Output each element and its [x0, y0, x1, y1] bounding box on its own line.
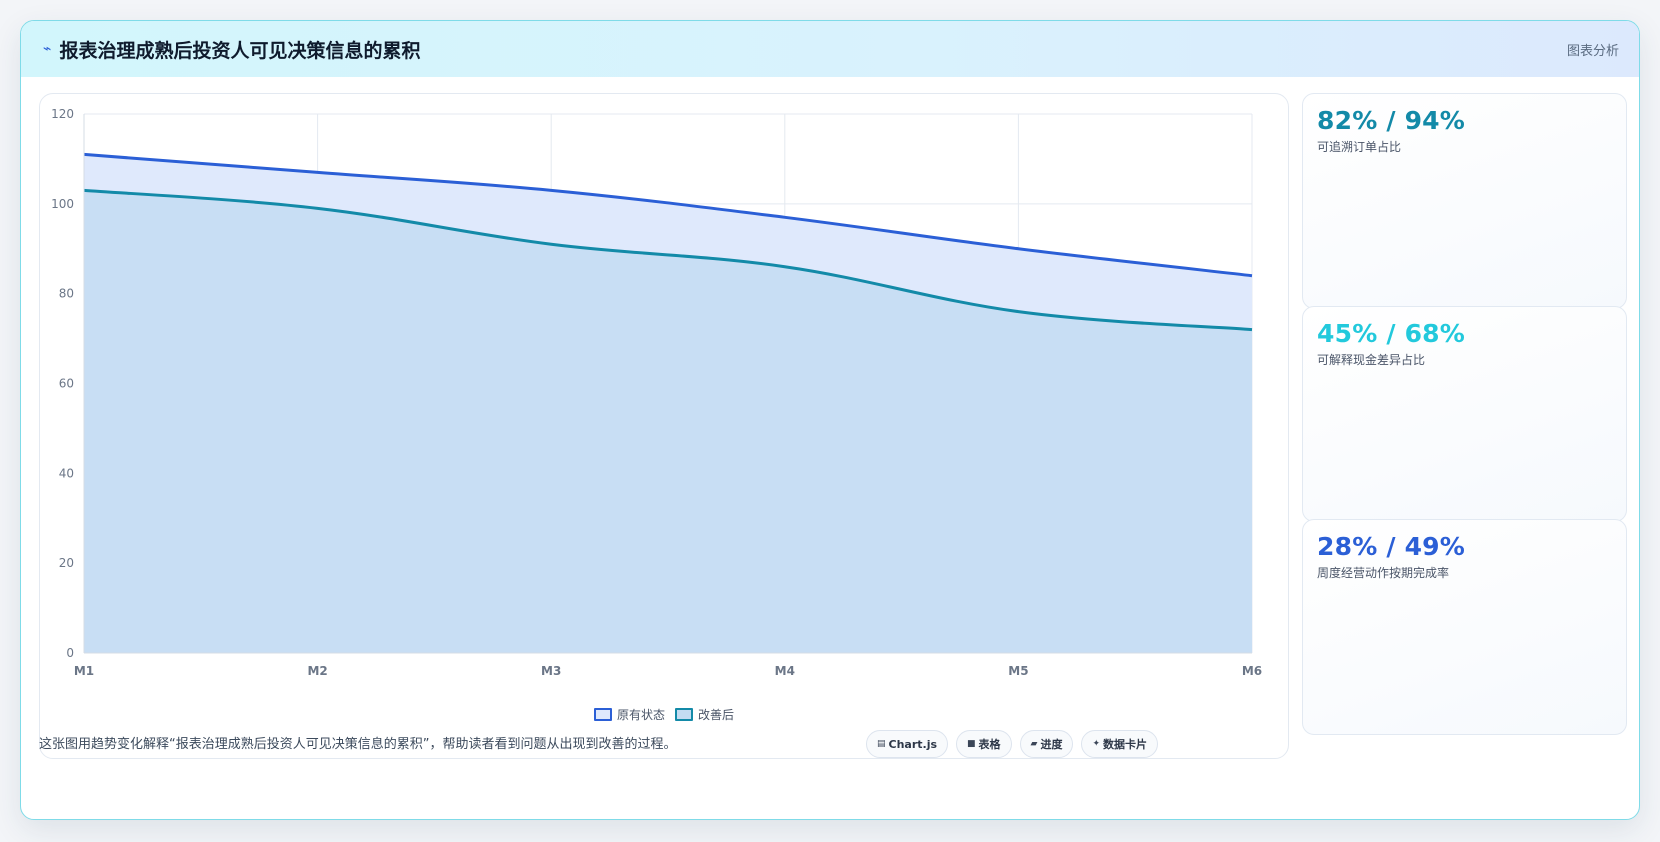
progress-icon: ▰ — [1030, 739, 1038, 749]
x-tick-label: M1 — [74, 664, 94, 678]
y-tick-label: 40 — [59, 466, 74, 480]
y-tick-label: 80 — [59, 287, 74, 301]
legend-swatch-improved — [675, 708, 693, 721]
kpi-value: 45% / 68% — [1317, 319, 1466, 348]
y-tick-label: 0 — [66, 646, 74, 660]
legend-label-original: 原有状态 — [616, 708, 665, 722]
card-header: ⌁ 报表治理成熟后投资人可见决策信息的累积 图表分析 — [21, 21, 1639, 77]
x-tick-label: M5 — [1008, 664, 1028, 678]
chip-chartjs[interactable]: ▤ Chart.js — [866, 730, 949, 758]
kpi-label: 周度经营动作按期完成率 — [1317, 566, 1450, 580]
x-tick-label: M6 — [1242, 664, 1262, 678]
header-tag: 图表分析 — [1566, 43, 1619, 59]
chip-table[interactable]: ■ 表格 — [956, 730, 1012, 758]
legend-label-improved: 改善后 — [698, 708, 735, 722]
kpi-card-weekly-actions: 28% / 49% 周度经营动作按期完成率 — [1302, 519, 1627, 735]
chart-panel: 0 20 40 60 80 100 120 M1 M2 M3 M4 M5 M6 原有状态 改善后 — [39, 93, 1289, 759]
chart-caption: 这张图用趋势变化解释“报表治理成熟后投资人可见决策信息的累积”，帮助读者看到问题… — [39, 737, 677, 752]
y-tick-label: 120 — [51, 107, 74, 121]
kpi-label: 可追溯订单占比 — [1317, 140, 1402, 154]
chip-label: 表格 — [978, 738, 1001, 751]
chip-label: Chart.js — [888, 737, 938, 751]
chip-data-card[interactable]: ✦ 数据卡片 — [1081, 730, 1159, 758]
kpi-card-cash-variance: 45% / 68% 可解释现金差异占比 — [1302, 306, 1627, 522]
series-line-0 — [83, 152, 1253, 278]
chart-icon: ▤ — [877, 739, 886, 749]
legend-item-original[interactable]: 原有状态 — [593, 706, 665, 723]
chart-card: ⌁ 报表治理成熟后投资人可见决策信息的累积 图表分析 0 20 40 60 80 100 1… — [20, 20, 1640, 820]
x-tick-label: M3 — [541, 664, 561, 678]
kpi-value: 28% / 49% — [1317, 532, 1466, 561]
chip-label: 数据卡片 — [1103, 738, 1148, 751]
chip-bar: ▤ Chart.js ■ 表格 ▰ 进度 ✦ 数据卡片 — [866, 730, 1159, 758]
legend-item-improved[interactable]: 改善后 — [675, 706, 734, 723]
table-icon: ■ — [967, 739, 976, 749]
kpi-label: 可解释现金差异占比 — [1317, 353, 1426, 367]
series-line-1 — [83, 188, 1253, 332]
sparkle-icon: ✦ — [1092, 739, 1101, 749]
kpi-value: 82% / 94% — [1317, 106, 1466, 135]
legend-swatch-original — [593, 708, 612, 721]
x-tick-label: M2 — [307, 664, 327, 678]
series-area-1 — [84, 190, 1252, 653]
page-title: 报表治理成熟后投资人可见决策信息的累积 — [59, 39, 421, 62]
y-tick-label: 20 — [59, 556, 74, 570]
y-tick-label: 60 — [59, 377, 74, 391]
x-tick-label: M4 — [775, 664, 795, 678]
kpi-card-traceable-orders: 82% / 94% 可追溯订单占比 — [1302, 93, 1627, 309]
pulse-icon: ⌁ — [43, 41, 52, 57]
chip-label: 进度 — [1040, 738, 1063, 751]
chip-progress[interactable]: ▰ 进度 — [1019, 730, 1074, 758]
y-tick-label: 100 — [51, 197, 74, 211]
area-chart: 0 20 40 60 80 100 120 M1 M2 M3 M4 M5 M6 — [51, 107, 1262, 678]
chart-legend: 原有状态 改善后 — [40, 706, 1288, 723]
